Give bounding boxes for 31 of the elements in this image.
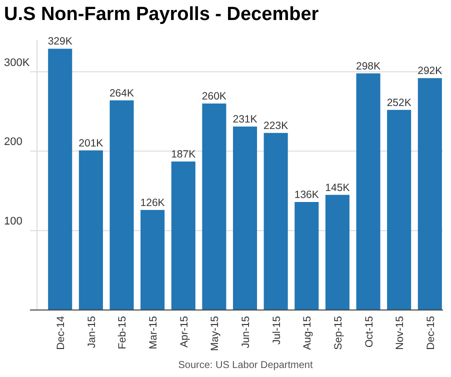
x-tick-label: Mar-15 <box>148 316 160 350</box>
data-label: 201K <box>78 137 104 150</box>
y-tick-label: 100 <box>4 216 22 228</box>
x-tick-label: Nov-15 <box>394 316 406 350</box>
x-tick-label: Dec-14 <box>55 316 68 350</box>
data-label: 187K <box>171 148 196 160</box>
x-tick-label: Jul-15 <box>270 316 283 345</box>
data-label: 292K <box>418 65 442 78</box>
y-tick-label: 300K <box>4 56 30 69</box>
data-label: 145K <box>325 182 350 194</box>
x-tick-label: Feb-15 <box>116 316 129 350</box>
x-tick-label: Oct-15 <box>363 316 376 348</box>
data-label: 298K <box>356 60 381 72</box>
x-tick-label: Aug-15 <box>302 316 314 350</box>
data-label: 126K <box>140 196 165 209</box>
data-label: 231K <box>232 114 258 126</box>
source-note: Source: US Labor Department <box>178 360 313 371</box>
x-tick-label: May-15 <box>209 316 222 352</box>
x-tick-label: Jun-15 <box>240 316 252 348</box>
data-label: 136K <box>294 189 319 201</box>
x-tick-label: Apr-15 <box>178 316 190 348</box>
x-tick-label: Dec-15 <box>424 316 437 350</box>
x-tick-label: Sep-15 <box>332 316 344 350</box>
data-label: 264K <box>109 87 134 100</box>
data-label: 260K <box>202 90 226 103</box>
x-tick-label: Jan-15 <box>86 316 98 348</box>
chart-title: U.S Non-Farm Payrolls - December <box>4 4 320 25</box>
data-label: 329K <box>48 36 72 48</box>
y-tick-label: 200 <box>4 136 22 148</box>
data-label: 252K <box>386 96 412 109</box>
data-label: 223K <box>264 120 288 132</box>
